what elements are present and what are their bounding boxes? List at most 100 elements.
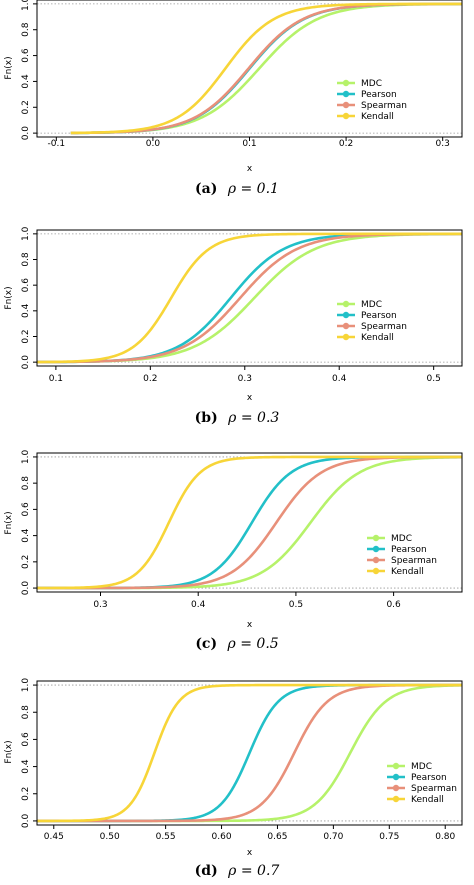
x-axis-label: x	[247, 393, 253, 403]
caption-d-label: (d)	[194, 863, 218, 879]
legend-swatch-point	[372, 534, 380, 542]
legend-swatch-point	[342, 333, 350, 341]
legend-entry-pearson: Pearson	[411, 773, 447, 783]
legend-entry-spearman: Spearman	[391, 556, 437, 566]
legend-swatch-point	[342, 79, 350, 87]
y-axis-label: Fn(x)	[4, 56, 14, 79]
x-tick-label: 0.4	[332, 374, 347, 384]
caption-d-rho: ρ = 0.7	[228, 863, 280, 879]
x-axis-label: x	[247, 848, 253, 858]
x-tick-label: 0.3	[93, 600, 107, 610]
legend-entry-mdc: MDC	[361, 300, 382, 310]
y-tick-label: 0.4	[21, 528, 31, 543]
legend-swatch-point	[372, 545, 380, 553]
caption-a-label: (a)	[195, 181, 218, 197]
y-tick-label: 1.0	[21, 450, 31, 465]
legend-entry-kendall: Kendall	[361, 112, 394, 122]
x-tick-label: 0.0	[146, 139, 161, 149]
legend-entry-kendall: Kendall	[411, 795, 444, 805]
x-tick-label: 0.45	[44, 832, 64, 842]
legend-swatch-point	[342, 90, 350, 98]
y-tick-label: 0.6	[21, 502, 31, 517]
series-kendall-line	[36, 455, 462, 590]
x-tick-label: 0.2	[143, 374, 157, 384]
plot-frame	[36, 229, 463, 367]
x-tick-label: 0.65	[267, 832, 287, 842]
y-tick-label: 0.6	[21, 48, 31, 63]
legend-entry-pearson: Pearson	[361, 90, 397, 100]
caption-b-label: (b)	[194, 410, 218, 426]
x-tick-label: 0.75	[379, 832, 399, 842]
legend-entry-spearman: Spearman	[411, 784, 457, 794]
x-tick-label: 0.1	[49, 374, 63, 384]
x-tick-label: -0.1	[48, 139, 66, 149]
x-tick-label: 0.3	[238, 374, 252, 384]
x-axis-label: x	[247, 620, 253, 630]
y-tick-label: 0.8	[21, 252, 31, 267]
y-tick-label: 0.4	[21, 303, 31, 318]
y-tick-label: 1.0	[21, 0, 31, 11]
y-axis-label: Fn(x)	[4, 511, 14, 534]
legend-entry-kendall: Kendall	[361, 333, 394, 343]
y-tick-label: 1.0	[21, 226, 31, 241]
series-mdc-line	[37, 232, 463, 364]
y-tick-label: 0.2	[21, 329, 31, 343]
y-tick-label: 0.8	[21, 705, 31, 720]
caption-a-rho: ρ = 0.1	[227, 181, 279, 197]
y-tick-label: 0.0	[21, 814, 31, 829]
x-axis-label: x	[247, 164, 253, 174]
legend-swatch-point	[342, 311, 350, 319]
x-tick-label: 0.5	[289, 600, 303, 610]
y-tick-label: 0.2	[21, 555, 31, 569]
x-tick-label: 0.1	[242, 139, 256, 149]
y-tick-label: 0.4	[21, 74, 31, 89]
plot-frame	[36, 452, 463, 593]
legend-entry-pearson: Pearson	[361, 311, 397, 321]
caption-d: (d) ρ = 0.7	[0, 863, 474, 879]
y-tick-label: 0.0	[21, 355, 31, 370]
plot-frame	[36, 680, 463, 826]
legend-swatch-point	[342, 322, 350, 330]
caption-c: (c) ρ = 0.5	[0, 636, 474, 652]
legend-swatch-point	[392, 795, 400, 803]
x-tick-label: 0.60	[212, 832, 232, 842]
y-axis-label: Fn(x)	[4, 740, 14, 763]
caption-c-label: (c)	[195, 636, 218, 652]
y-tick-label: 0.8	[21, 22, 31, 37]
series-kendall-line	[70, 2, 463, 135]
legend-entry-kendall: Kendall	[391, 567, 424, 577]
legend-entry-spearman: Spearman	[361, 322, 407, 332]
caption-c-rho: ρ = 0.5	[227, 636, 279, 652]
x-tick-label: 0.80	[435, 832, 455, 842]
legend-entry-mdc: MDC	[361, 79, 382, 89]
legend-swatch-point	[372, 567, 380, 575]
caption-b-rho: ρ = 0.3	[228, 410, 280, 426]
panel-b: 0.1 0.2 0.3 0.4 0.5 0.0 0.2 0.4 0.6 0.8 1.0 x Fn(x) M…	[4, 226, 463, 403]
legend-entry-pearson: Pearson	[391, 545, 427, 555]
legend-swatch-point	[392, 784, 400, 792]
legend-swatch-point	[342, 300, 350, 308]
x-tick-label: 0.2	[339, 139, 353, 149]
y-tick-label: 0.0	[21, 581, 31, 596]
x-tick-label: 0.4	[191, 600, 206, 610]
series-kendall-line	[37, 683, 462, 823]
y-tick-label: 1.0	[21, 678, 31, 693]
legend-entry-mdc: MDC	[391, 534, 412, 544]
x-tick-label: 0.5	[427, 374, 441, 384]
y-tick-label: 0.2	[21, 100, 31, 114]
y-tick-label: 0.2	[21, 787, 31, 801]
panel-c: 0.3 0.4 0.5 0.6 0.0 0.2 0.4 0.6 0.8 1.0 x Fn(x) MDCP…	[4, 450, 463, 630]
legend-swatch-point	[392, 762, 400, 770]
x-tick-label: 0.70	[323, 832, 343, 842]
y-axis-label: Fn(x)	[4, 286, 14, 309]
y-tick-label: 0.6	[21, 278, 31, 293]
y-tick-label: 0.4	[21, 759, 31, 774]
series-kendall-line	[36, 232, 462, 364]
series-pearson-line	[36, 232, 462, 364]
legend-swatch-point	[392, 773, 400, 781]
y-tick-label: 0.6	[21, 732, 31, 747]
